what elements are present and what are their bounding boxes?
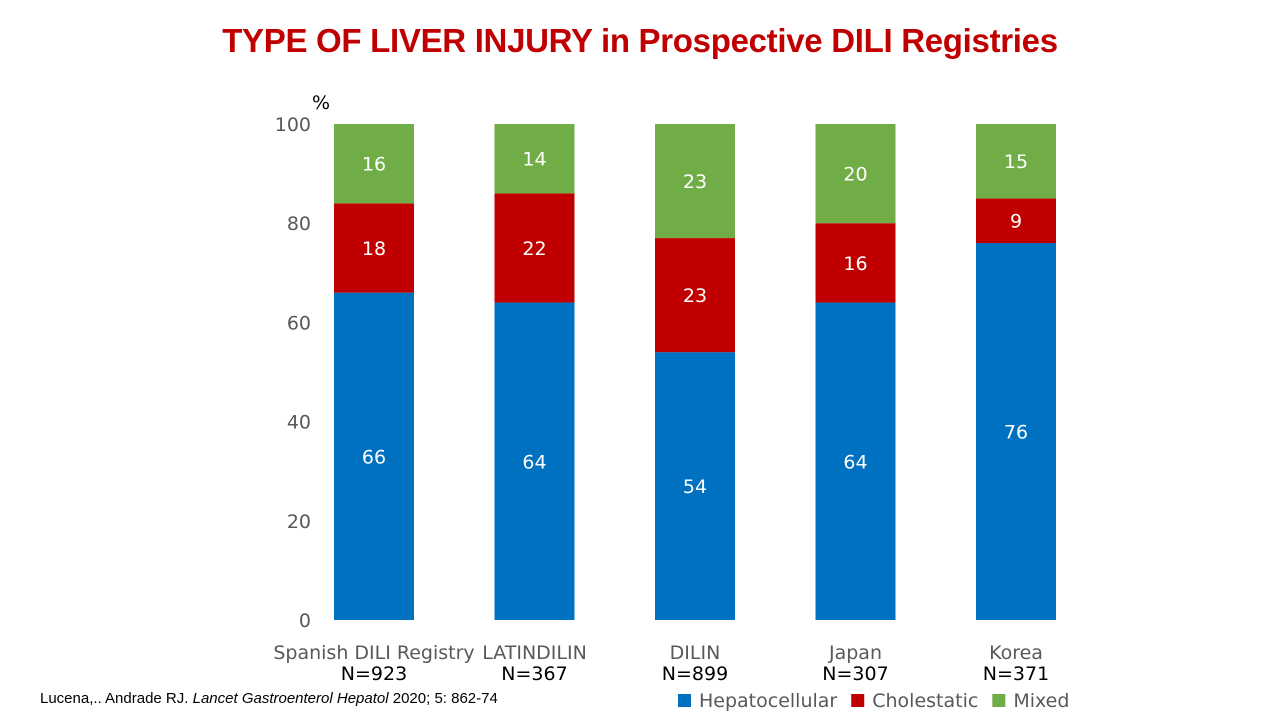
x-tick-label: LATINDILIN: [482, 642, 587, 664]
data-label: 64: [843, 451, 867, 473]
sample-size-label: N=367: [501, 663, 567, 685]
sample-size-label: N=899: [662, 663, 728, 685]
y-tick-label: 40: [287, 412, 311, 434]
sample-size-label: N=307: [822, 663, 888, 685]
bar-segment-mixed: [494, 124, 575, 194]
legend-label-mixed: Mixed: [1013, 690, 1069, 712]
bar-segment-mixed: [815, 124, 896, 224]
y-axis-label: %: [312, 92, 330, 114]
data-label: 76: [1004, 422, 1028, 444]
legend-label-cholestatic: Cholestatic: [872, 690, 978, 712]
legend-swatch-mixed: [992, 694, 1006, 707]
bar-segment-hepatocellular: [815, 302, 896, 620]
y-tick-label: 60: [287, 312, 311, 334]
data-label: 18: [362, 238, 386, 260]
y-tick-label: 100: [275, 114, 311, 136]
citation: Lucena,.. Andrade RJ. Lancet Gastroenter…: [40, 690, 498, 707]
data-label: 54: [683, 476, 707, 498]
bar-segment-mixed: [976, 124, 1056, 199]
data-label: 16: [362, 154, 386, 176]
x-tick-label: Japan: [828, 642, 882, 664]
data-label: 20: [843, 164, 867, 186]
data-label: 16: [843, 253, 867, 275]
bar-segment-cholestatic: [334, 203, 414, 293]
bar-segment-cholestatic: [494, 193, 575, 303]
x-tick-label: Korea: [989, 642, 1043, 664]
bar-segment-mixed: [334, 124, 414, 204]
y-tick-label: 20: [287, 511, 311, 533]
sample-size-label: N=371: [983, 663, 1049, 685]
x-tick-label: Spanish DILI Registry: [273, 642, 474, 664]
data-label: 23: [683, 171, 707, 193]
data-label: 15: [1004, 151, 1028, 173]
data-label: 64: [522, 451, 546, 473]
bar-segment-cholestatic: [976, 198, 1056, 244]
bar-segment-mixed: [655, 124, 735, 239]
y-tick-label: 0: [299, 610, 311, 632]
bar-segment-cholestatic: [655, 238, 735, 353]
bar-segment-hepatocellular: [334, 292, 414, 620]
bar-segment-cholestatic: [815, 223, 896, 303]
chart-title: TYPE OF LIVER INJURY in Prospective DILI…: [222, 22, 1058, 59]
citation-details: 2020; 5: 862-74: [392, 690, 498, 707]
legend-swatch-hepatocellular: [678, 694, 691, 707]
citation-authors: Lucena,.. Andrade RJ.: [40, 690, 189, 707]
legend-swatch-cholestatic: [851, 694, 865, 707]
data-label: 14: [522, 149, 546, 171]
data-label: 23: [683, 285, 707, 307]
citation-journal: Lancet Gastroenterol Hepatol: [192, 690, 389, 707]
sample-size-label: N=923: [341, 663, 407, 685]
data-label: 66: [362, 446, 386, 468]
data-label: 22: [522, 238, 546, 260]
x-tick-label: DILIN: [670, 642, 721, 664]
legend-label-hepatocellular: Hepatocellular: [699, 690, 837, 712]
bar-segment-hepatocellular: [494, 302, 575, 620]
bar-segment-hepatocellular: [655, 352, 735, 620]
bar-segment-hepatocellular: [976, 243, 1056, 621]
data-label: 9: [1010, 211, 1022, 233]
y-tick-label: 80: [287, 213, 311, 235]
